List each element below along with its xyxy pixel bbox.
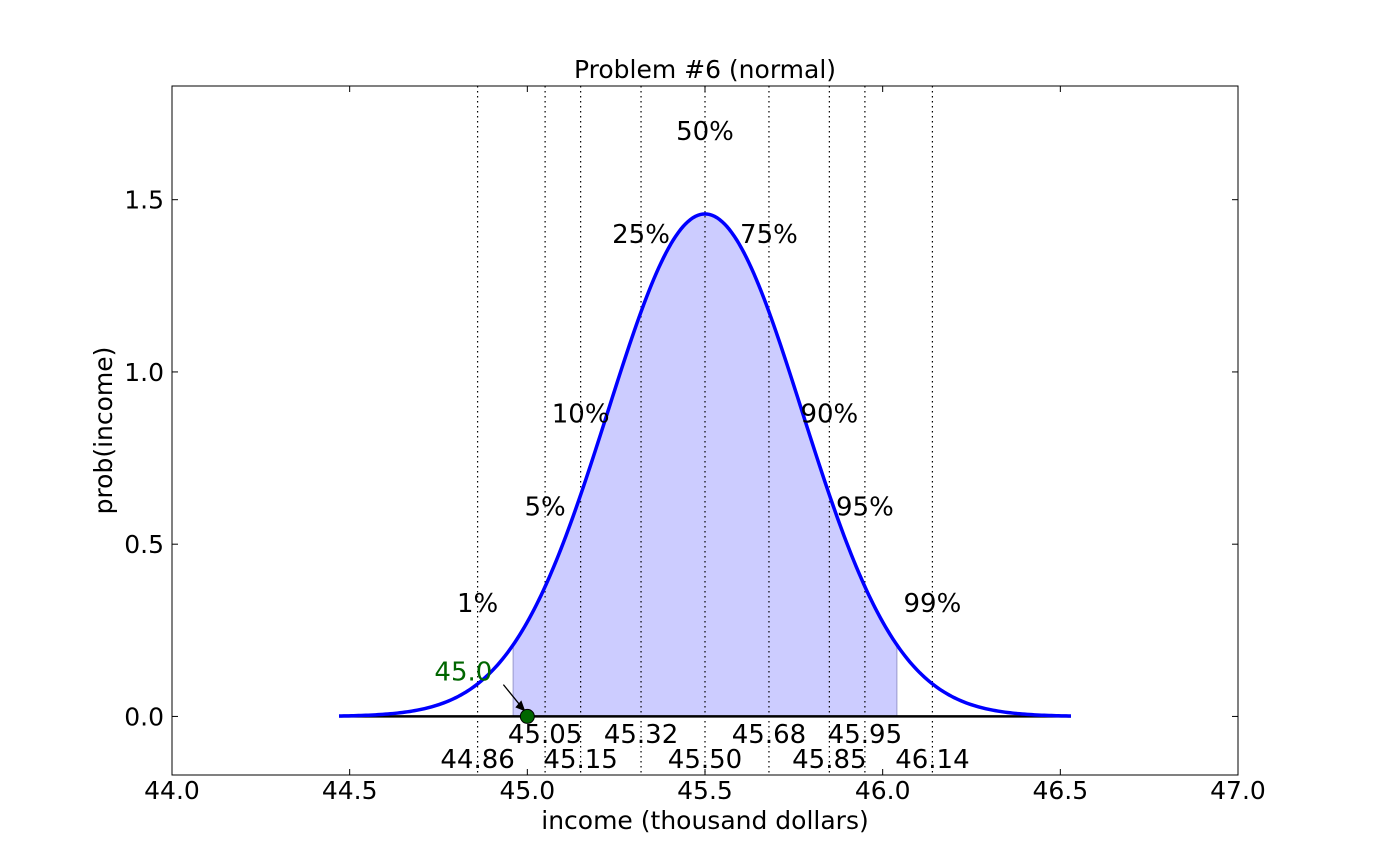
quantile-value-label: 46.14	[895, 745, 969, 775]
x-tick-label: 44.5	[322, 776, 378, 805]
quantile-value-label: 45.05	[508, 720, 582, 750]
quantile-value-label: 45.68	[732, 720, 806, 750]
x-tick-label: 44.0	[144, 776, 200, 805]
percentile-label: 5%	[524, 492, 565, 522]
percentile-label: 1%	[457, 589, 498, 619]
marker-label: 45.0	[434, 658, 492, 688]
percentile-label: 10%	[552, 399, 610, 429]
x-tick-label: 45.5	[677, 776, 733, 805]
percentile-label: 99%	[904, 589, 962, 619]
y-tick-label: 1.0	[124, 358, 164, 387]
x-tick-label: 47.0	[1210, 776, 1266, 805]
quantile-value-label: 45.32	[604, 720, 678, 750]
x-tick-label: 46.0	[855, 776, 911, 805]
axis-ticks	[171, 86, 1239, 775]
percentile-label: 25%	[612, 220, 670, 250]
y-tick-label: 1.5	[124, 186, 164, 215]
marker-point	[519, 708, 535, 724]
percentile-label: 75%	[740, 220, 798, 250]
y-tick-label: 0.0	[124, 702, 164, 731]
percentile-label: 90%	[800, 399, 858, 429]
marker-arrow-head	[515, 700, 526, 712]
chart-title: Problem #6 (normal)	[574, 55, 836, 84]
quantile-value-label: 45.50	[668, 745, 742, 775]
percentile-label: 95%	[836, 492, 894, 522]
x-tick-label: 45.0	[499, 776, 555, 805]
quantile-value-label: 45.85	[792, 745, 866, 775]
y-tick-label: 0.5	[124, 530, 164, 559]
distribution-curve	[338, 212, 1072, 718]
quantile-value-label: 44.86	[440, 745, 514, 775]
y-axis-title: prob(income)	[89, 347, 118, 515]
x-axis-title: income (thousand dollars)	[541, 806, 869, 835]
percentile-label: 50%	[676, 117, 734, 147]
chart-labels: 44.0 44.5 45.0 45.5 46.0 46.5 47.0 0.0 0.5 1.0 1.5…	[124, 117, 1266, 805]
curve-layer	[338, 212, 1072, 718]
x-tick-label: 46.5	[1032, 776, 1088, 805]
quantile-value-label: 45.95	[828, 720, 902, 750]
quantile-value-label: 45.15	[543, 745, 617, 775]
